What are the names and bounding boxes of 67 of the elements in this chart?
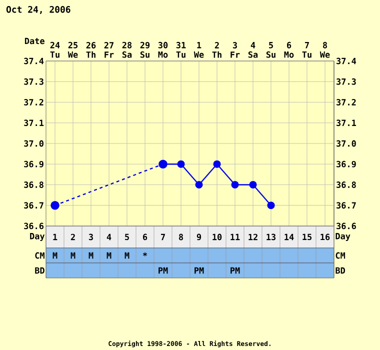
text: Day: [336, 232, 350, 241]
text: M: [106, 252, 112, 259]
y2-tick-label: 37.3: [336, 78, 356, 85]
y2-tick-label: 36.8: [336, 181, 356, 188]
y2-tick-label: 37.1: [336, 120, 356, 126]
x-tick-label: 1 We: [194, 42, 204, 58]
x-tick-label: 26 Th: [86, 42, 96, 58]
text: 5: [125, 234, 129, 240]
text: PM: [230, 267, 240, 274]
text: 8: [178, 234, 184, 240]
text: 15: [302, 234, 312, 240]
y-tick-label: 37.4: [24, 58, 44, 64]
x-tick-label: 3 Fr: [230, 42, 240, 58]
text: CM: [35, 252, 44, 259]
text: PM: [158, 267, 168, 274]
text: M: [52, 252, 58, 259]
y-tick-label: 37.3: [24, 78, 44, 85]
x-axis-title: Date: [24, 38, 44, 44]
text: CM: [336, 252, 346, 259]
x-tick-label: 30 Mo: [158, 42, 168, 58]
y2-tick-label: 37.0: [336, 140, 356, 147]
x-tick-label: 25 We: [68, 42, 78, 58]
text: 11: [230, 234, 240, 240]
x-tick-label: 27 Fr: [104, 42, 114, 58]
chart-title: Oct 24, 2006: [6, 6, 70, 14]
y2-tick-label: 36.9: [336, 160, 356, 168]
y-tick-label: 37.2: [24, 98, 44, 106]
text: 16: [320, 234, 330, 240]
y2-tick-label: 37.2: [336, 98, 356, 106]
x-tick-label: 5 Su: [266, 42, 276, 58]
text: 2: [70, 234, 75, 240]
text: 14: [284, 234, 294, 240]
text: M: [124, 252, 130, 259]
y-tick-label: 36.7: [24, 202, 44, 209]
x-tick-label: 24 Tu: [50, 42, 60, 58]
text: 10: [212, 234, 222, 240]
x-tick-label: 28 Sa: [122, 42, 132, 58]
text: BD: [35, 267, 44, 274]
text: 1: [53, 234, 58, 240]
text: PM: [194, 267, 204, 274]
y2-tick-label: 36.7: [336, 202, 356, 209]
text: 9: [196, 234, 202, 240]
text: *: [142, 252, 148, 256]
x-tick-label: 8 We: [320, 42, 330, 58]
x-tick-label: 29 Su: [140, 42, 150, 58]
text: 4: [106, 234, 112, 240]
x-tick-label: 7 Tu: [302, 42, 312, 58]
y-tick-label: 37.0: [24, 140, 44, 147]
text: 13: [266, 234, 276, 240]
text: 3: [88, 234, 93, 240]
x-tick-label: 4 Sa: [248, 42, 258, 58]
y-tick-label: 36.8: [24, 181, 44, 188]
y-tick-label: 36.9: [24, 160, 44, 168]
text: Day: [30, 232, 45, 241]
x-tick-label: 31 Tu: [176, 42, 186, 58]
text: M: [88, 252, 94, 259]
y-tick-label: 36.6: [24, 222, 44, 230]
y2-tick-label: 37.4: [336, 58, 356, 64]
text: M: [70, 252, 76, 259]
text: BD: [336, 267, 346, 274]
y-tick-label: 37.1: [24, 120, 44, 126]
y2-tick-label: 36.6: [336, 222, 356, 230]
x-tick-label: 6 Mo: [284, 42, 294, 58]
x-tick-label: 2 Th: [212, 42, 222, 58]
text: 7: [161, 234, 165, 240]
text: 6: [143, 234, 148, 240]
text: 12: [248, 234, 258, 240]
